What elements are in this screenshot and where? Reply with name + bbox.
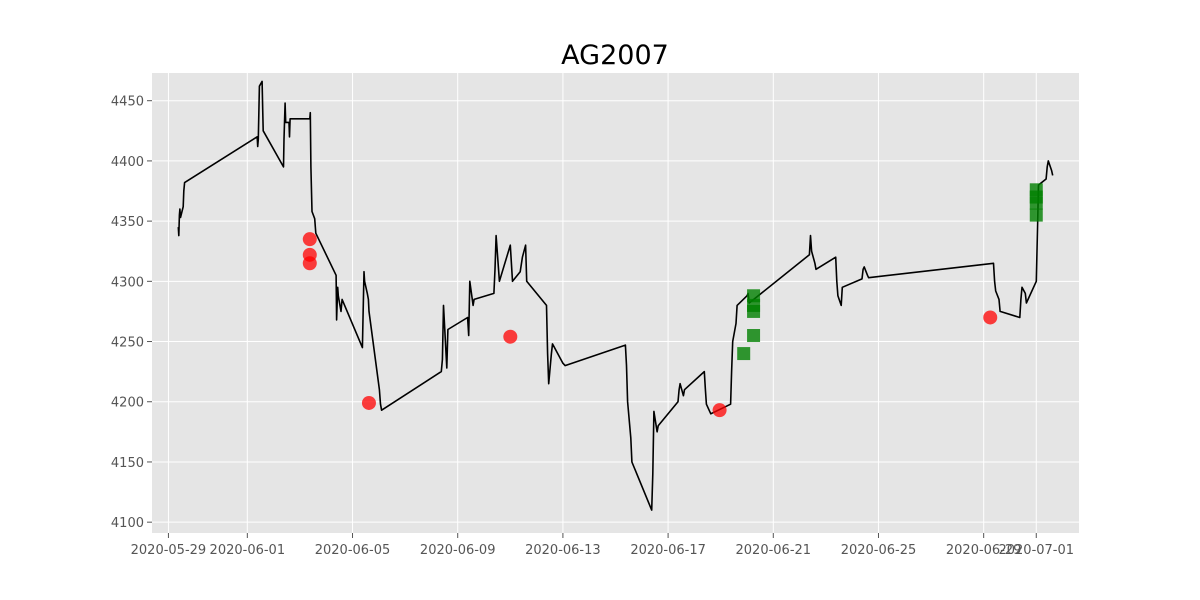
- x-tick-label: 2020-06-05: [315, 543, 391, 558]
- y-tick-label: 4400: [111, 155, 144, 170]
- x-tick-label: 2020-06-13: [525, 543, 601, 558]
- x-tick-label: 2020-06-09: [420, 543, 496, 558]
- y-tick-label: 4150: [111, 456, 144, 471]
- y-tick-label: 4350: [111, 215, 144, 230]
- y-tick-label: 4250: [111, 336, 144, 351]
- sell-marker: [302, 256, 317, 271]
- sell-marker: [503, 329, 518, 344]
- plot-background: [152, 73, 1079, 533]
- sell-marker: [302, 232, 317, 247]
- buy-marker: [737, 347, 751, 361]
- x-tick-label: 2020-06-01: [210, 543, 286, 558]
- x-tick-label: 2020-06-29: [946, 543, 1022, 558]
- y-tick-label: 4200: [111, 396, 144, 411]
- x-tick-label: 2020-05-29: [131, 543, 207, 558]
- x-tick-label: 2020-06-17: [630, 543, 706, 558]
- y-tick-label: 4100: [111, 516, 144, 531]
- buy-marker: [747, 289, 761, 303]
- buy-marker: [1029, 183, 1043, 197]
- chart-title: AG2007: [561, 40, 669, 71]
- price-line: [177, 80, 1054, 511]
- buy-marker: [1029, 208, 1043, 222]
- sell-marker: [712, 403, 727, 418]
- sell-marker: [361, 395, 376, 410]
- buy-marker: [747, 329, 761, 343]
- sell-marker: [983, 310, 998, 325]
- x-tick-label: 2020-06-21: [736, 543, 812, 558]
- x-tick-label: 2020-06-25: [841, 543, 917, 558]
- plot-area: 4100 4150 4200 4250 4300 4350 4400 4450 2020-05-…: [111, 73, 1079, 558]
- y-tick-label: 4450: [111, 95, 144, 110]
- y-tick-label: 4300: [111, 275, 144, 290]
- x-tick-label: 2020-07-01: [998, 543, 1074, 558]
